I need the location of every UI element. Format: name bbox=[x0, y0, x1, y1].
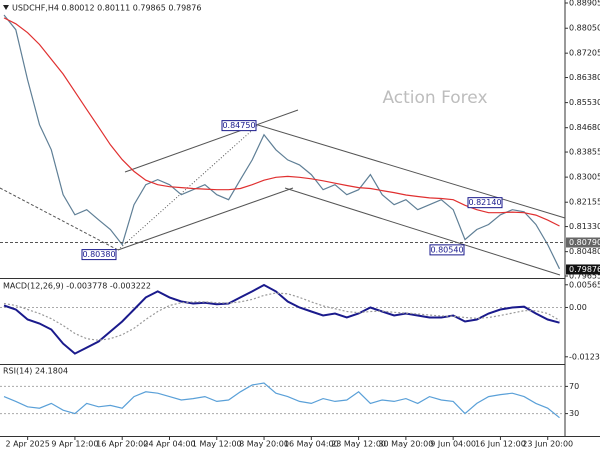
panel-title: RSI(14) 24.1804 bbox=[3, 367, 68, 376]
y-tick-label: 0.80480 bbox=[569, 247, 600, 256]
x-tick-label: 16 May 04:00 bbox=[284, 440, 339, 449]
level-label: 0.80790 bbox=[569, 238, 600, 247]
x-tick-label: 1 May 12:00 bbox=[192, 440, 242, 449]
level-tag bbox=[566, 237, 600, 248]
y-tick-label: 0.00 bbox=[569, 303, 587, 312]
series-line bbox=[3, 382, 560, 419]
x-tick-label: 2 Apr 2025 bbox=[5, 440, 49, 449]
price-label: 0.79876 bbox=[569, 265, 600, 274]
y-tick-label: 0.88905 bbox=[569, 0, 600, 8]
y-tick-label: 0.005659 bbox=[569, 280, 600, 289]
y-tick-label: 0.84680 bbox=[569, 123, 600, 132]
trend-line bbox=[117, 124, 259, 251]
y-tick-label: 0.79655 bbox=[569, 272, 600, 281]
channel-line bbox=[117, 187, 294, 251]
annotation-label: 0.84750 bbox=[222, 121, 255, 130]
x-tick-label: 16 Jun 12:00 bbox=[475, 440, 526, 449]
y-tick-label: 30 bbox=[569, 409, 579, 418]
annotation-box bbox=[429, 244, 465, 256]
annotation-label: 0.80380 bbox=[82, 250, 115, 259]
menu-icon bbox=[3, 5, 9, 10]
channel-line bbox=[284, 187, 561, 276]
annotation-box bbox=[221, 120, 257, 132]
x-tick-label: 30 May 20:00 bbox=[378, 440, 433, 449]
channel-line bbox=[124, 109, 299, 173]
y-tick-label: 0.86380 bbox=[569, 73, 600, 82]
annotation-box bbox=[467, 197, 503, 209]
x-tick-label: 9 Jun 04:00 bbox=[430, 440, 476, 449]
series-line bbox=[3, 17, 560, 227]
panel-title: USDCHF,H4 0.80012 0.80111 0.79865 0.7987… bbox=[12, 4, 201, 13]
y-tick-label: -0.012301 bbox=[569, 352, 600, 361]
y-tick-label: 0.82155 bbox=[569, 198, 600, 207]
watermark: Action Forex bbox=[382, 88, 487, 108]
series-line bbox=[3, 283, 560, 355]
price-tag bbox=[566, 264, 600, 275]
series-line bbox=[3, 14, 561, 270]
annotation-label: 0.82140 bbox=[468, 198, 501, 207]
y-tick-label: 0.85530 bbox=[569, 98, 600, 107]
x-tick-label: 23 Jun 20:00 bbox=[522, 440, 573, 449]
y-tick-label: 0.87205 bbox=[569, 49, 600, 58]
y-tick-label: 0.81330 bbox=[569, 222, 600, 231]
y-tick-label: 70 bbox=[569, 382, 579, 391]
x-tick-label: 9 Apr 12:00 bbox=[51, 440, 98, 449]
x-tick-label: 24 Apr 04:00 bbox=[143, 440, 195, 449]
series-line bbox=[3, 292, 560, 341]
trend-line bbox=[0, 187, 119, 251]
y-tick-label: 0.83855 bbox=[569, 148, 600, 157]
x-tick-label: 16 Apr 20:00 bbox=[96, 440, 148, 449]
annotation-box bbox=[81, 249, 117, 261]
x-tick-label: 8 May 20:00 bbox=[239, 440, 289, 449]
x-tick-label: 23 May 12:00 bbox=[331, 440, 386, 449]
channel-line bbox=[257, 124, 566, 219]
y-tick-label: 0.83005 bbox=[569, 173, 600, 182]
annotation-label: 0.80540 bbox=[430, 245, 463, 254]
y-tick-label: 0.88050 bbox=[569, 24, 600, 33]
panel-title: MACD(12,26,9) -0.003778 -0.003222 bbox=[3, 282, 151, 291]
